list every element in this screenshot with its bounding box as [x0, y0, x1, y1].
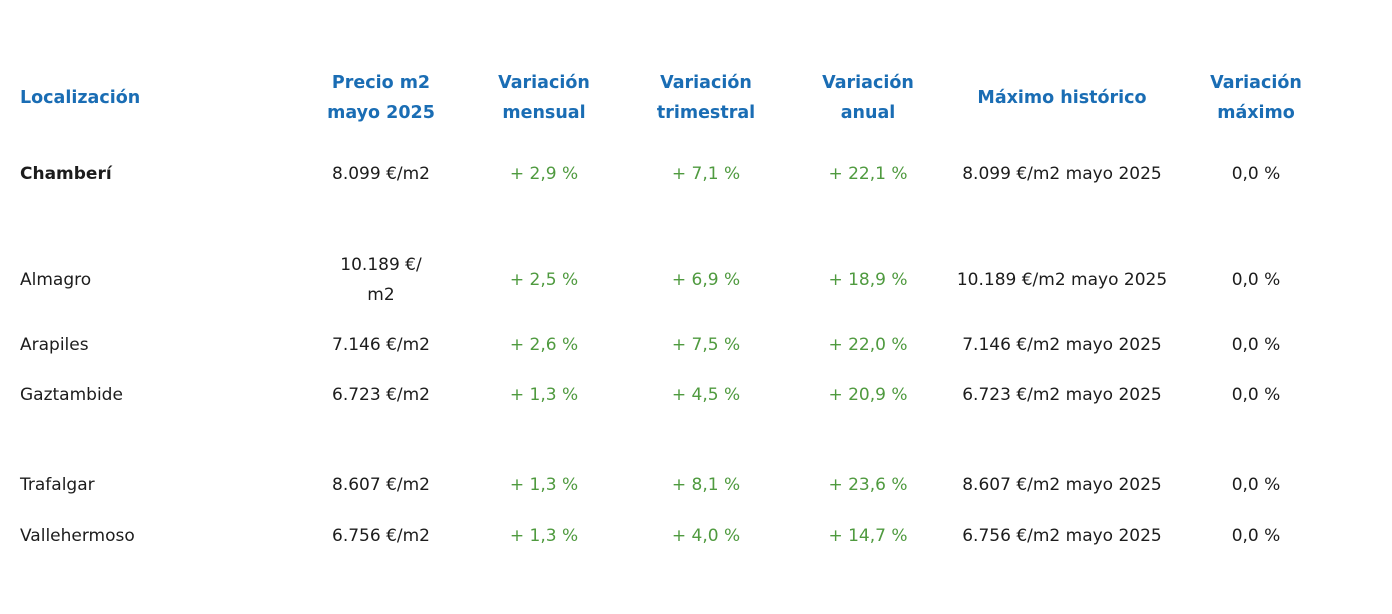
location-name: Chamberí: [20, 164, 112, 184]
table-cell: 6.723 €/m2: [332, 385, 430, 405]
table-cell: 8.099 €/m2 mayo 2025: [962, 164, 1162, 184]
table-cell: 0,0 %: [1231, 164, 1281, 184]
column-header: Variación máximo: [1210, 73, 1302, 123]
table-cell: + 22,1 %: [828, 164, 908, 184]
table-cell: + 4,5 %: [671, 385, 741, 405]
table-cell: + 14,7 %: [828, 526, 908, 546]
table-cell: + 18,9 %: [828, 270, 908, 290]
table-cell: 7.146 €/m2 mayo 2025: [962, 335, 1162, 355]
table-cell: 8.607 €/m2 mayo 2025: [962, 475, 1162, 495]
table-cell: + 23,6 %: [828, 475, 908, 495]
location-name: Gaztambide: [20, 385, 123, 405]
table-cell: + 20,9 %: [828, 385, 908, 405]
table-cell: 10.189 €/m2 mayo 2025: [956, 270, 1168, 290]
location-name: Arapiles: [20, 335, 89, 355]
location-name: Vallehermoso: [20, 526, 135, 546]
table-cell: + 1,3 %: [509, 385, 579, 405]
table-cell: + 2,6 %: [509, 335, 579, 355]
table-cell: + 8,1 %: [671, 475, 741, 495]
table-cell: 0,0 %: [1231, 335, 1281, 355]
table-cell: 0,0 %: [1231, 270, 1281, 290]
table-cell: + 22,0 %: [828, 335, 908, 355]
column-header: Localización: [20, 88, 141, 108]
table-cell: 8.607 €/m2: [332, 475, 430, 495]
table-cell: + 6,9 %: [671, 270, 741, 290]
table-cell: 0,0 %: [1231, 385, 1281, 405]
table-cell: + 1,3 %: [509, 475, 579, 495]
table-cell: 6.756 €/m2: [332, 526, 430, 546]
column-header: Variación anual: [822, 73, 914, 123]
table-cell: 0,0 %: [1231, 526, 1281, 546]
column-header: Precio m2 mayo 2025: [327, 73, 435, 123]
table-cell: + 7,5 %: [671, 335, 741, 355]
column-header: Variación trimestral: [656, 73, 756, 123]
table-cell: + 2,5 %: [509, 270, 579, 290]
location-name: Almagro: [20, 270, 92, 290]
table-cell: 6.723 €/m2 mayo 2025: [962, 385, 1162, 405]
location-name: Trafalgar: [20, 475, 95, 495]
table-cell: 7.146 €/m2: [332, 335, 430, 355]
table-cell: + 2,9 %: [509, 164, 579, 184]
table-cell: + 1,3 %: [509, 526, 579, 546]
table-cell: 10.189 €/ m2: [340, 255, 422, 305]
table-cell: 6.756 €/m2 mayo 2025: [962, 526, 1162, 546]
table-cell: 8.099 €/m2: [332, 164, 430, 184]
column-header: Máximo histórico: [977, 88, 1147, 108]
table-cell: 0,0 %: [1231, 475, 1281, 495]
table-cell: + 4,0 %: [671, 526, 741, 546]
table-cell: + 7,1 %: [671, 164, 741, 184]
column-header: Variación mensual: [498, 73, 590, 123]
